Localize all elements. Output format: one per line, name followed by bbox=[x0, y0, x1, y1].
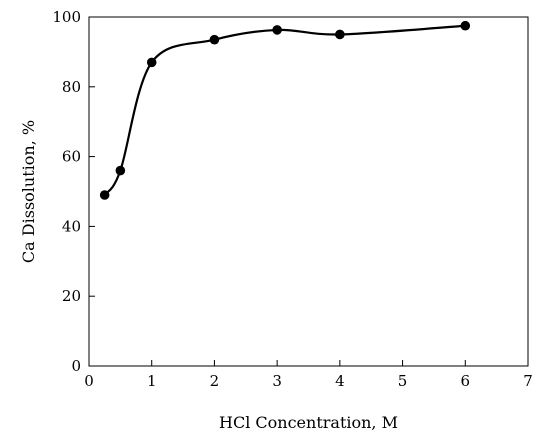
data-point bbox=[146, 57, 157, 68]
data-point bbox=[460, 20, 471, 31]
data-points bbox=[99, 20, 471, 200]
x-tick-label: 7 bbox=[523, 372, 533, 390]
x-axis-title: HCl Concentration, M bbox=[219, 413, 398, 432]
x-tick-label: 3 bbox=[272, 372, 282, 390]
y-tick-label: 40 bbox=[62, 217, 81, 235]
x-tick-label: 2 bbox=[210, 372, 220, 390]
data-point bbox=[335, 29, 345, 40]
x-tick-label: 6 bbox=[461, 372, 471, 390]
x-tick-label: 5 bbox=[398, 372, 408, 390]
y-tick-label: 100 bbox=[52, 8, 81, 26]
y-axis-ticks: 0 20 40 60 80 100 bbox=[52, 8, 95, 375]
x-tick-label: 0 bbox=[84, 372, 94, 390]
y-tick-label: 80 bbox=[62, 78, 81, 96]
data-point bbox=[272, 25, 282, 35]
y-tick-label: 0 bbox=[71, 357, 81, 375]
data-point bbox=[115, 165, 126, 176]
data-point bbox=[209, 34, 220, 45]
data-point bbox=[99, 190, 110, 200]
plot-border bbox=[88, 16, 529, 367]
x-axis-ticks: 0 1 2 3 4 5 6 7 bbox=[84, 360, 533, 390]
y-axis-title: Ca Dissolution, % bbox=[19, 120, 38, 263]
y-tick-label: 20 bbox=[62, 287, 81, 305]
y-tick-label: 60 bbox=[62, 148, 81, 166]
x-tick-label: 4 bbox=[335, 372, 345, 390]
plot-area bbox=[88, 16, 529, 367]
x-tick-label: 1 bbox=[147, 372, 157, 390]
series-line bbox=[103, 24, 467, 197]
